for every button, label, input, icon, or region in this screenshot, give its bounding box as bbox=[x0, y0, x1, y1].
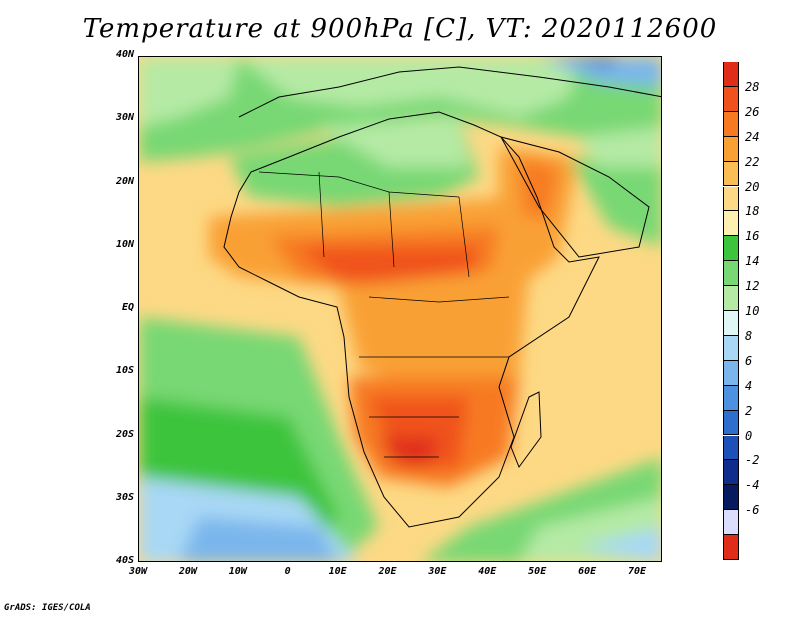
lon-tick-label: 20E bbox=[378, 566, 397, 577]
lon-tick-label: 60E bbox=[578, 566, 597, 577]
colorbar-segment bbox=[723, 111, 739, 137]
colorbar-segment bbox=[723, 510, 739, 536]
colorbar-tick-label: -2 bbox=[745, 453, 760, 468]
lat-tick-label: EQ bbox=[121, 302, 134, 313]
lat-tick-label: 20S bbox=[115, 428, 134, 440]
colorbar-segment bbox=[723, 335, 739, 361]
lon-tick-label: 0 bbox=[284, 566, 291, 577]
colorbar-tick-label: 0 bbox=[745, 428, 753, 443]
europe-coastline bbox=[238, 66, 661, 118]
colorbar-tick-label: 20 bbox=[745, 179, 760, 194]
lon-tick-label: 70E bbox=[627, 566, 647, 577]
credit-text: GrADS: IGES/COLA bbox=[4, 603, 91, 613]
colorbar-tick-label: -6 bbox=[745, 503, 760, 518]
country-borders bbox=[258, 171, 510, 458]
colorbar-tick-label: 22 bbox=[745, 154, 760, 169]
colorbar-segment bbox=[723, 186, 739, 212]
colorbar-segment bbox=[723, 62, 739, 87]
colorbar-segment bbox=[723, 360, 739, 386]
colorbar-segment bbox=[723, 236, 739, 262]
temperature-field bbox=[139, 57, 661, 561]
colorbar-tick-label: 16 bbox=[745, 229, 760, 244]
colorbar-segment bbox=[723, 535, 739, 560]
lat-tick-label: 40N bbox=[115, 49, 134, 60]
colorbar-segment bbox=[723, 385, 739, 411]
colorbar-tick-label: 24 bbox=[745, 129, 760, 144]
lon-tick-label: 40E bbox=[478, 566, 497, 577]
lon-tick-label: 30W bbox=[128, 566, 148, 577]
colorbar-segment bbox=[723, 86, 739, 112]
colorbar-tick-label: 4 bbox=[745, 378, 753, 393]
colorbar-segment bbox=[723, 161, 739, 187]
temperature-map bbox=[138, 56, 662, 562]
lat-tick-label: 40S bbox=[115, 555, 134, 566]
africa-coastline bbox=[223, 111, 600, 528]
colorbar-tick-label: 18 bbox=[745, 204, 760, 219]
lon-tick-label: 10E bbox=[328, 566, 347, 577]
colorbar-tick-label: -4 bbox=[745, 478, 760, 493]
lon-tick-label: 10W bbox=[228, 566, 247, 577]
colorbar-tick-label: 8 bbox=[745, 328, 753, 343]
colorbar-segment bbox=[723, 211, 739, 237]
colorbar-tick-label: 26 bbox=[745, 104, 760, 119]
lat-tick-label: 30S bbox=[115, 491, 134, 503]
colorbar-segment bbox=[723, 286, 739, 311]
lat-tick-label: 30N bbox=[115, 112, 134, 124]
colorbar-segment bbox=[723, 485, 739, 511]
colorbar-tick-label: 6 bbox=[745, 353, 753, 368]
lon-tick-label: 30E bbox=[428, 566, 447, 577]
colorbar-segment bbox=[723, 311, 739, 336]
map-title: Temperature at 900hPa [C], VT: 202011260… bbox=[82, 14, 718, 44]
arabia-coastline bbox=[500, 136, 650, 258]
colorbar-segment bbox=[723, 460, 739, 486]
lat-tick-label: 10N bbox=[115, 238, 134, 250]
colorbar-tick-label: 10 bbox=[745, 304, 760, 318]
colorbar-segment bbox=[723, 136, 739, 162]
lon-tick-label: 20W bbox=[178, 566, 197, 577]
colorbar-segment bbox=[723, 261, 739, 287]
lat-tick-label: 20N bbox=[115, 175, 134, 187]
colorbar bbox=[723, 62, 739, 560]
madagascar-coastline bbox=[510, 391, 542, 469]
lon-tick-label: 50E bbox=[528, 566, 547, 577]
colorbar-tick-label: 14 bbox=[745, 254, 760, 269]
colorbar-tick-label: 2 bbox=[745, 403, 753, 418]
lat-tick-label: 10S bbox=[115, 365, 134, 377]
colorbar-segment bbox=[723, 435, 739, 461]
colorbar-segment bbox=[723, 410, 739, 436]
colorbar-tick-label: 28 bbox=[745, 79, 760, 94]
colorbar-tick-label: 12 bbox=[745, 279, 760, 294]
